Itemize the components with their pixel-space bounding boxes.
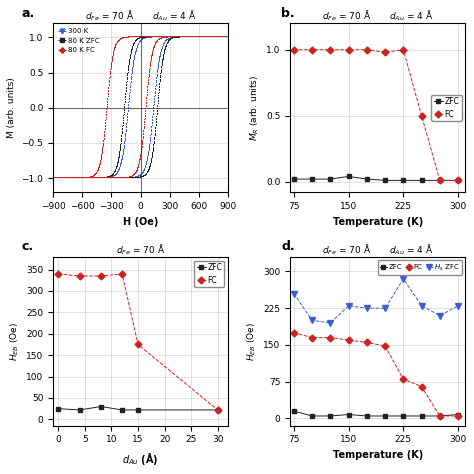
FC	[437, 178, 443, 183]
ZFC	[291, 408, 297, 414]
ZFC	[364, 413, 370, 419]
Line: ZFC: ZFC	[292, 174, 461, 183]
FC	[419, 113, 424, 118]
FC	[98, 273, 104, 279]
Title: $d_{Fe}$ = 70 Å: $d_{Fe}$ = 70 Å	[116, 242, 165, 257]
X-axis label: Temperature (K): Temperature (K)	[333, 450, 423, 460]
ZFC	[346, 411, 351, 417]
Line: FC: FC	[56, 272, 220, 412]
$H_s$ ZFC	[346, 303, 351, 309]
Line: FC: FC	[292, 330, 461, 419]
FC	[364, 340, 370, 346]
FC	[419, 384, 424, 390]
ZFC	[119, 407, 125, 413]
X-axis label: Temperature (K): Temperature (K)	[333, 217, 423, 227]
Legend: 300 K, 80 K ZFC, 80 K FC: 300 K, 80 K ZFC, 80 K FC	[56, 27, 100, 55]
Title: $d_{Fe}$ = 70 Å       $d_{Au}$ = 4 Å: $d_{Fe}$ = 70 Å $d_{Au}$ = 4 Å	[85, 9, 196, 23]
FC	[455, 413, 461, 419]
Line: $H_s$ ZFC: $H_s$ ZFC	[291, 276, 461, 326]
ZFC	[419, 178, 424, 183]
$H_s$ ZFC	[455, 303, 461, 309]
ZFC	[401, 413, 406, 419]
FC	[382, 343, 388, 349]
Y-axis label: $H_{EB}$ (Oe): $H_{EB}$ (Oe)	[245, 322, 258, 361]
ZFC	[309, 176, 315, 182]
ZFC	[215, 407, 220, 413]
Line: ZFC: ZFC	[56, 404, 220, 412]
$H_s$ ZFC	[309, 318, 315, 323]
Line: FC: FC	[292, 47, 461, 183]
FC	[346, 47, 351, 53]
FC	[135, 342, 141, 347]
$H_s$ ZFC	[382, 305, 388, 311]
Y-axis label: $M_R$ (arb. units): $M_R$ (arb. units)	[248, 74, 261, 141]
Text: d.: d.	[282, 240, 295, 254]
Legend: ZFC, FC: ZFC, FC	[431, 95, 462, 121]
Legend: ZFC, FC, $H_s$ ZFC: ZFC, FC, $H_s$ ZFC	[378, 260, 462, 274]
ZFC	[382, 413, 388, 419]
FC	[309, 47, 315, 53]
$H_s$ ZFC	[437, 313, 443, 319]
Text: b.: b.	[282, 7, 295, 20]
Legend: ZFC, FC: ZFC, FC	[194, 261, 225, 287]
FC	[401, 47, 406, 53]
ZFC	[346, 173, 351, 179]
FC	[309, 335, 315, 340]
ZFC	[328, 176, 333, 182]
ZFC	[437, 178, 443, 183]
Title: $d_{Fe}$ = 70 Å       $d_{Au}$ = 4 Å: $d_{Fe}$ = 70 Å $d_{Au}$ = 4 Å	[322, 9, 434, 23]
ZFC	[55, 406, 61, 411]
X-axis label: $d_{Au}$ (Å): $d_{Au}$ (Å)	[122, 450, 159, 467]
ZFC	[382, 178, 388, 183]
FC	[291, 330, 297, 336]
FC	[119, 271, 125, 277]
ZFC	[98, 404, 104, 410]
FC	[455, 178, 461, 183]
ZFC	[437, 413, 443, 419]
ZFC	[291, 176, 297, 182]
Title: $d_{Fe}$ = 70 Å       $d_{Au}$ = 4 Å: $d_{Fe}$ = 70 Å $d_{Au}$ = 4 Å	[322, 242, 434, 257]
FC	[328, 47, 333, 53]
FC	[401, 376, 406, 382]
$H_s$ ZFC	[328, 320, 333, 326]
FC	[55, 271, 61, 277]
Y-axis label: $H_{EB}$ (Oe): $H_{EB}$ (Oe)	[8, 322, 20, 361]
FC	[77, 273, 82, 279]
ZFC	[401, 178, 406, 183]
FC	[346, 337, 351, 343]
Y-axis label: M (arb. units): M (arb. units)	[7, 77, 16, 138]
Text: a.: a.	[21, 7, 35, 20]
$H_s$ ZFC	[291, 291, 297, 296]
ZFC	[328, 413, 333, 419]
ZFC	[364, 176, 370, 182]
ZFC	[455, 178, 461, 183]
FC	[382, 49, 388, 55]
FC	[364, 47, 370, 53]
ZFC	[419, 413, 424, 419]
$H_s$ ZFC	[364, 305, 370, 311]
FC	[437, 413, 443, 419]
FC	[291, 47, 297, 53]
FC	[328, 335, 333, 340]
X-axis label: H (Oe): H (Oe)	[123, 217, 158, 227]
$H_s$ ZFC	[401, 276, 406, 282]
Line: ZFC: ZFC	[292, 409, 461, 419]
ZFC	[455, 411, 461, 417]
ZFC	[135, 407, 141, 413]
ZFC	[309, 413, 315, 419]
$H_s$ ZFC	[419, 303, 424, 309]
ZFC	[77, 407, 82, 413]
Text: c.: c.	[21, 240, 34, 254]
FC	[215, 407, 220, 413]
